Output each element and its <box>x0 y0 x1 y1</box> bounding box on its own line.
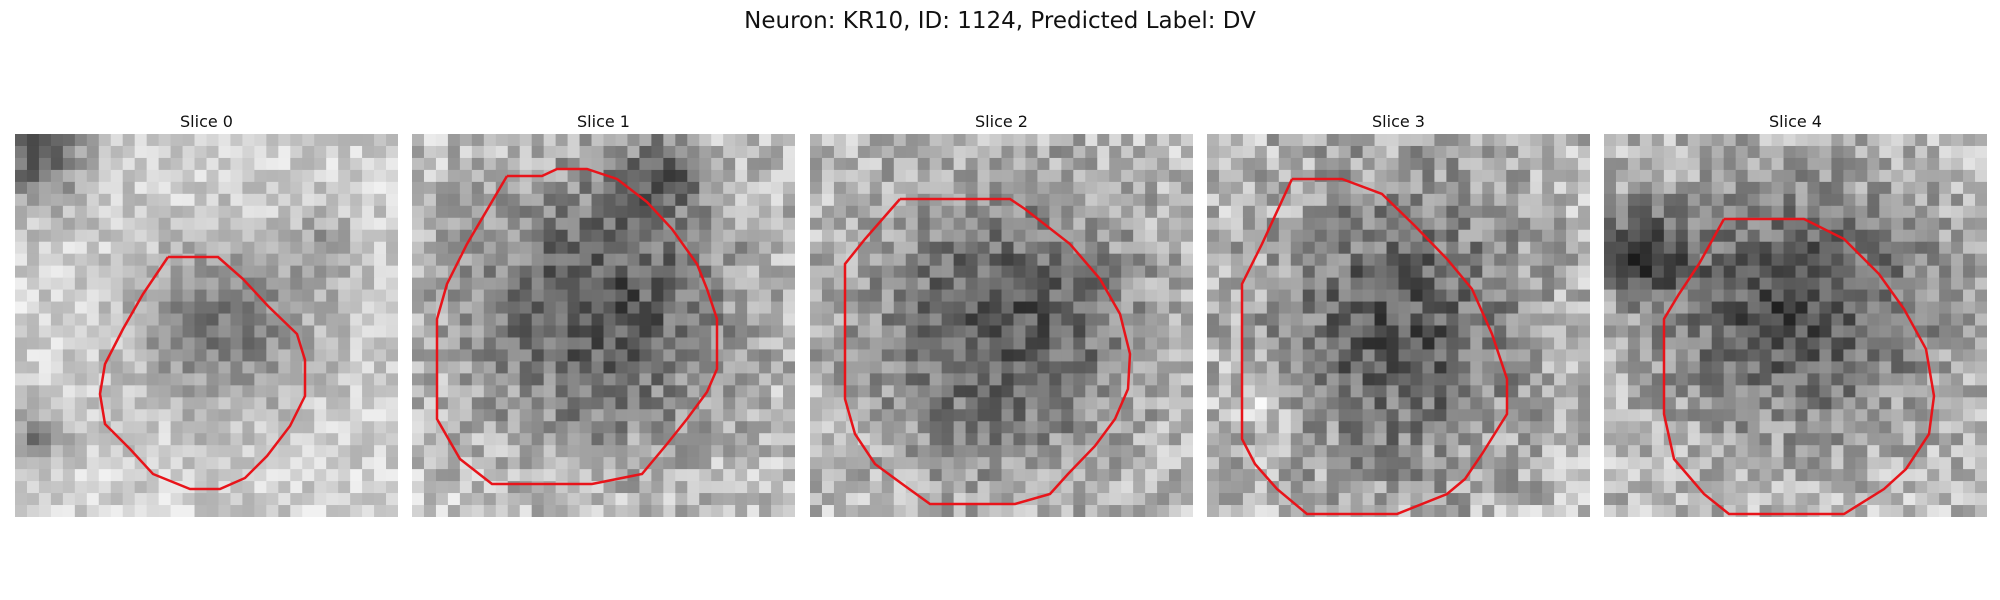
slice-title: Slice 1 <box>577 112 630 131</box>
slice-image <box>412 134 795 517</box>
slice-title: Slice 3 <box>1372 112 1425 131</box>
grayscale-image <box>810 134 1193 517</box>
roi-contour <box>435 167 719 486</box>
slice-panel-4: Slice 4 <box>1604 110 1987 517</box>
slice-title: Slice 0 <box>180 112 233 131</box>
grayscale-image <box>1604 134 1987 517</box>
figure-title: Neuron: KR10, ID: 1124, Predicted Label:… <box>744 8 1256 34</box>
roi-contour <box>98 255 307 491</box>
slice-panel-2: Slice 2 <box>810 110 1193 517</box>
roi-contour <box>1662 217 1936 516</box>
roi-contour <box>1240 177 1509 516</box>
roi-contour <box>843 197 1132 506</box>
slice-panel-3: Slice 3 <box>1207 110 1590 517</box>
slice-panel-1: Slice 1 <box>412 110 795 517</box>
grayscale-image <box>412 134 795 517</box>
grayscale-image <box>15 134 398 517</box>
slice-image <box>1604 134 1987 517</box>
slice-image <box>15 134 398 517</box>
grayscale-image <box>1207 134 1590 517</box>
slice-title: Slice 2 <box>975 112 1028 131</box>
slice-image <box>1207 134 1590 517</box>
slice-title: Slice 4 <box>1769 112 1822 131</box>
slice-panel-0: Slice 0 <box>15 110 398 517</box>
slice-image <box>810 134 1193 517</box>
